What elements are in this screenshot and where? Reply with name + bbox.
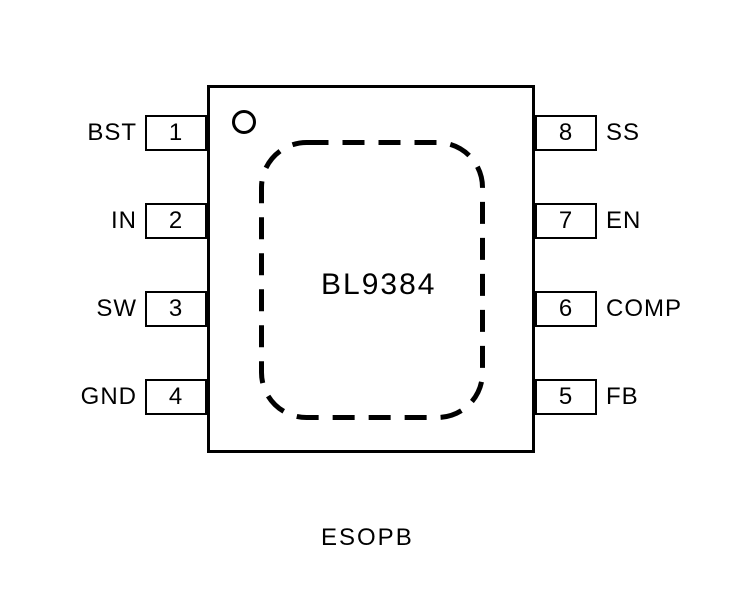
pin-6-box: 6 [535,291,597,327]
package-label: ESOPB [321,524,414,552]
pin-1-box: 1 [145,115,207,151]
pin-8-box: 8 [535,115,597,151]
pin-8-label: SS [606,115,706,151]
pin-5-label: FB [606,379,706,415]
pin-6-label: COMP [606,291,706,327]
pin-7-label: EN [606,203,706,239]
part-number: BL9384 [321,268,436,302]
pin-3-label: SW [65,291,137,327]
pin-7-box: 7 [535,203,597,239]
pin-1-label: BST [65,115,137,151]
pin-4-box: 4 [145,379,207,415]
pin-5-box: 5 [535,379,597,415]
pin-2-label: IN [65,203,137,239]
pin1-marker-dot [232,110,256,134]
pin-3-box: 3 [145,291,207,327]
pin-2-box: 2 [145,203,207,239]
pin-4-label: GND [65,379,137,415]
